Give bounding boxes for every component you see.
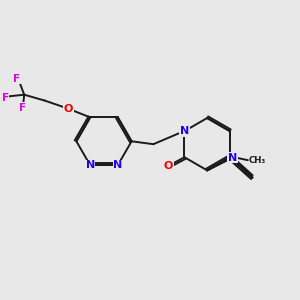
Text: N: N	[180, 126, 189, 136]
Text: F: F	[19, 103, 26, 113]
Text: F: F	[2, 93, 9, 103]
Text: N: N	[228, 152, 237, 163]
Text: N: N	[85, 160, 95, 170]
Text: N: N	[113, 160, 122, 170]
Text: O: O	[64, 104, 73, 114]
Text: CH₃: CH₃	[249, 156, 266, 165]
Text: F: F	[14, 74, 20, 84]
Text: O: O	[164, 161, 173, 171]
